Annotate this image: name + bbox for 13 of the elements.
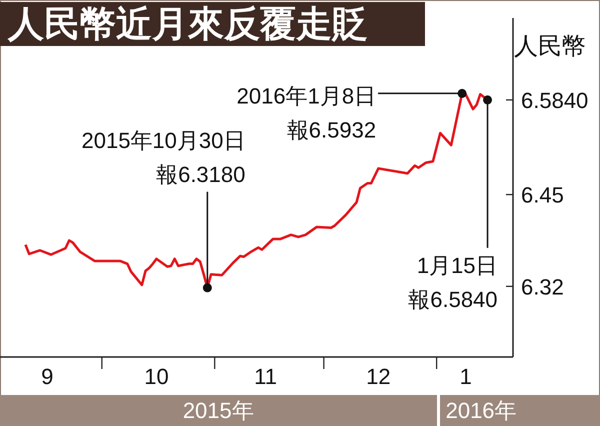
x-tick-label: 11 — [254, 364, 278, 389]
x-tick-label: 9 — [41, 364, 54, 389]
text: 2015年 — [182, 397, 255, 425]
y-tick-label: 6.5840 — [521, 88, 588, 113]
chart-title: 人民幣近月來反覆走貶 — [0, 2, 425, 46]
x-tick-label: 10 — [144, 364, 169, 389]
y-tick-label: 6.32 — [521, 274, 564, 300]
x-tick-label: 1 — [460, 364, 472, 389]
y-tick-label: 6.45 — [521, 182, 564, 208]
text: 2016年 — [436, 395, 600, 426]
annotation: 1月15日報6.5840 — [408, 252, 498, 312]
y-axis-title: 人民幣 — [514, 32, 586, 62]
x-tick-label: 12 — [366, 364, 391, 389]
